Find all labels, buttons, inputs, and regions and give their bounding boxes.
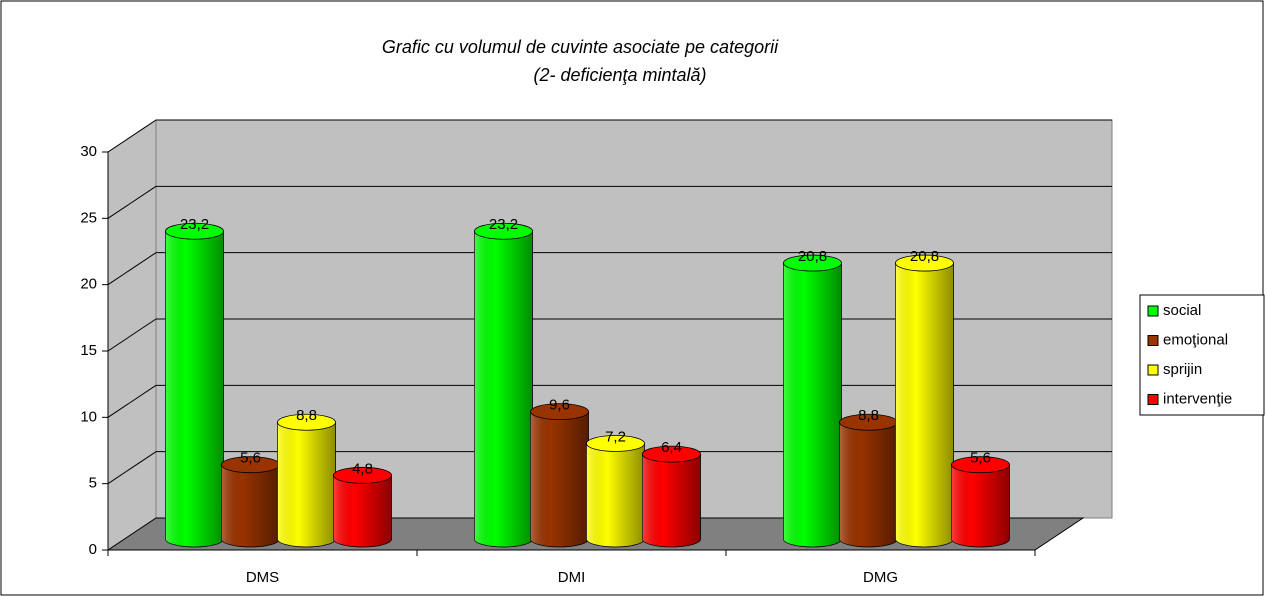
- value-label: 5,6: [970, 450, 991, 467]
- value-label: 8,8: [296, 407, 317, 424]
- value-label: 23,2: [489, 216, 518, 233]
- legend-swatch: [1147, 335, 1159, 346]
- grid-line: [107, 318, 157, 352]
- y-tick-label: 0: [89, 541, 97, 558]
- cylinder-top: [165, 222, 224, 240]
- legend-label: social: [1163, 302, 1201, 319]
- legend-swatch: [1147, 394, 1159, 405]
- cylinder-shade: [839, 422, 898, 547]
- value-label: 7,2: [605, 428, 626, 445]
- legend-label: emoţional: [1163, 331, 1228, 348]
- cylinder-shade: [221, 464, 280, 547]
- legend-label: intervenţie: [1163, 390, 1232, 407]
- grid-line: [107, 252, 157, 286]
- x-tick-label: DMS: [246, 569, 279, 586]
- cylinder-shade: [333, 475, 392, 547]
- cylinder-shade: [895, 263, 954, 547]
- value-label: 6,4: [661, 439, 682, 456]
- x-tick-label: DMG: [863, 569, 898, 586]
- legend-label: sprijin: [1163, 361, 1202, 378]
- cylinder-shade: [277, 422, 336, 547]
- cylinder-top: [642, 445, 701, 463]
- cylinder-top: [951, 456, 1010, 474]
- y-tick-label: 10: [80, 408, 97, 425]
- grid-line: [107, 451, 157, 485]
- value-label: 8,8: [858, 407, 879, 424]
- cylinder-top: [895, 254, 954, 272]
- value-label: 23,2: [180, 216, 209, 233]
- y-tick-label: 30: [80, 143, 97, 160]
- legend-swatch: [1147, 305, 1159, 317]
- chart-title: Grafic cu volumul de cuvinte asociate pe…: [382, 37, 779, 57]
- grid-line: [107, 384, 157, 418]
- cylinder-top: [783, 254, 842, 272]
- value-label: 20,8: [910, 248, 939, 265]
- cylinder-shade: [951, 464, 1010, 547]
- value-label: 20,8: [798, 248, 827, 265]
- y-tick-label: 15: [80, 342, 97, 359]
- y-tick-label: 20: [80, 276, 97, 293]
- value-label: 9,6: [549, 397, 570, 414]
- cylinder-top: [474, 222, 533, 240]
- cylinder-shade: [530, 411, 589, 547]
- value-label: 4,8: [352, 460, 373, 477]
- cylinder-shade: [783, 263, 842, 547]
- cylinder-shade: [474, 231, 533, 548]
- legend-swatch: [1147, 364, 1159, 376]
- cylinder-shade: [586, 443, 645, 547]
- cylinder-top: [530, 403, 589, 421]
- x-tick-label: DMI: [558, 569, 586, 586]
- grid-line: [107, 119, 157, 153]
- cylinder-top: [277, 413, 336, 431]
- grid-line: [107, 185, 157, 219]
- y-tick-label: 5: [89, 475, 97, 492]
- value-label: 5,6: [240, 450, 261, 467]
- chart-subtitle: (2- deficienţa mintală): [533, 65, 706, 85]
- cylinder-top: [333, 466, 392, 484]
- legend: [1139, 294, 1265, 416]
- cylinder-shade: [165, 231, 224, 548]
- cylinder-top: [586, 435, 645, 452]
- y-tick-label: 25: [80, 209, 97, 226]
- cylinder-shade: [642, 454, 701, 547]
